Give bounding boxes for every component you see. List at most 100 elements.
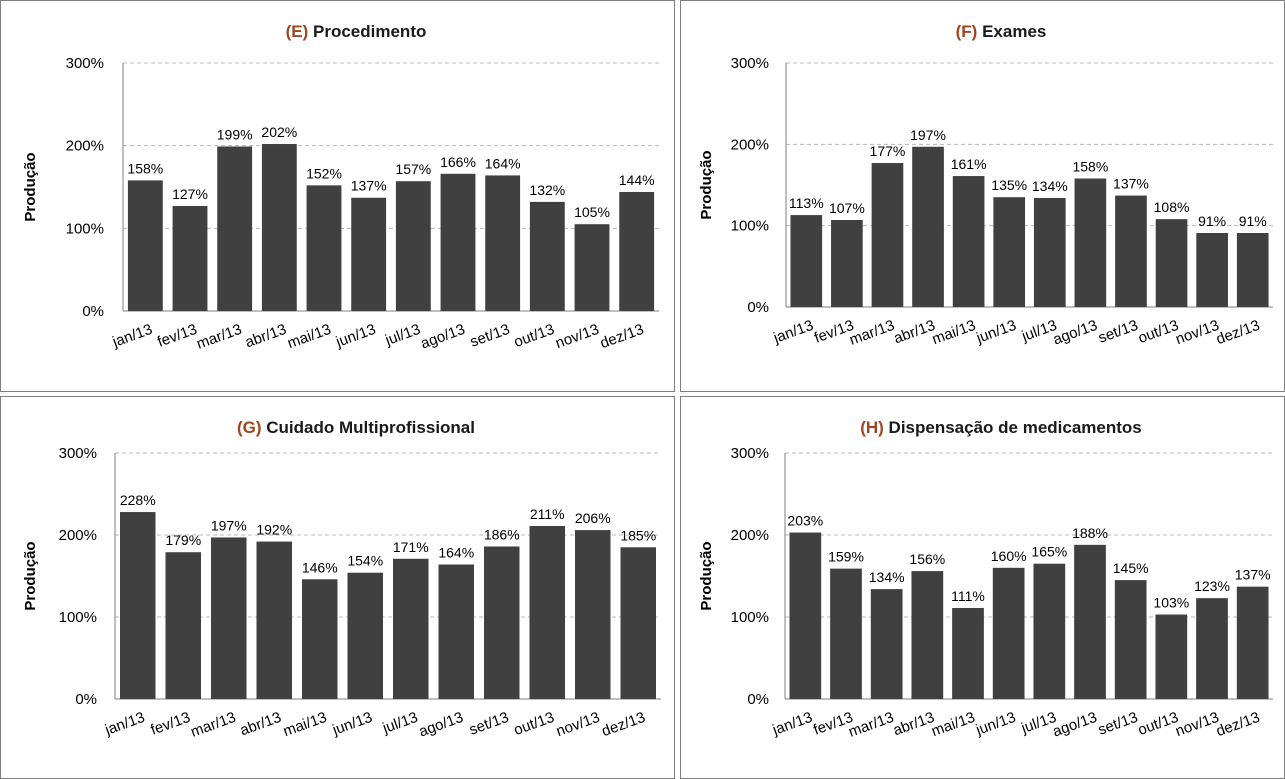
bar <box>574 224 610 311</box>
x-tick-label: set/13 <box>467 709 511 739</box>
x-tick-label: mai/13 <box>930 317 978 348</box>
data-label: 144% <box>619 172 655 188</box>
bar <box>485 175 521 311</box>
data-label: 105% <box>574 204 610 220</box>
y-tick-label: 0% <box>747 691 769 708</box>
bar <box>440 173 476 311</box>
bar <box>1196 232 1228 307</box>
y-tick-label: 200% <box>66 138 104 155</box>
data-label: 171% <box>393 539 429 555</box>
bar <box>1155 614 1188 699</box>
x-tick-label: dez/13 <box>598 321 646 352</box>
data-label: 113% <box>789 195 824 211</box>
x-tick-label: jun/13 <box>333 321 378 351</box>
data-label: 177% <box>870 143 906 159</box>
chart-title-letter: (G) <box>237 418 262 437</box>
bar <box>790 215 823 307</box>
chart-title-letter: (E) <box>286 22 309 41</box>
y-tick-label: 300% <box>59 445 97 462</box>
bar <box>911 571 944 699</box>
chart-title: (G) Cuidado Multiprofissional <box>237 418 475 437</box>
y-tick-label: 0% <box>747 299 769 316</box>
x-tick-label: fev/13 <box>148 709 192 739</box>
data-label: 132% <box>529 182 565 198</box>
data-label: 156% <box>909 551 945 567</box>
x-tick-label: nov/13 <box>553 321 601 352</box>
bar <box>912 146 944 307</box>
y-axis-label: Produção <box>698 541 715 610</box>
data-label: 146% <box>302 559 338 575</box>
x-tick-label: fev/13 <box>155 321 199 351</box>
x-tick-label: mai/13 <box>929 709 977 740</box>
bar <box>619 191 655 311</box>
chart-title: (E) Procedimento <box>286 22 427 41</box>
bar <box>1074 544 1106 699</box>
y-tick-label: 0% <box>75 691 97 708</box>
chart-panel-e: (E) Procedimento 0% 100% 200% 300% Produção 15… <box>0 0 675 392</box>
bar <box>1155 219 1188 307</box>
data-label: 137% <box>1113 176 1149 192</box>
bar <box>120 512 156 699</box>
data-label: 179% <box>165 532 201 548</box>
y-tick-label: 300% <box>731 55 769 72</box>
chart-svg: (H) Dispensação de medicamentos 0% 100% 200… <box>698 418 1273 741</box>
bar <box>830 568 862 699</box>
x-tick-label: ago/13 <box>1050 709 1099 741</box>
bar <box>871 163 904 307</box>
data-label: 166% <box>440 154 476 170</box>
chart-title-text: Cuidado Multiprofissional <box>262 418 475 437</box>
bar <box>1115 195 1147 307</box>
bar <box>306 185 342 311</box>
bar <box>261 144 297 311</box>
bar <box>992 567 1025 699</box>
bar <box>165 552 201 699</box>
x-tick-label: jan/13 <box>110 321 155 351</box>
bar <box>993 197 1026 307</box>
bar <box>1033 198 1066 307</box>
data-label: 203% <box>787 513 823 529</box>
chart-title-text: Exames <box>977 22 1046 41</box>
data-label: 159% <box>828 549 864 565</box>
chart-title: (H) Dispensação de medicamentos <box>860 418 1142 437</box>
data-label: 202% <box>261 124 297 140</box>
x-tick-label: set/13 <box>1096 317 1140 347</box>
x-tick-label: mar/13 <box>847 317 897 349</box>
chart-title-letter: (H) <box>860 418 884 437</box>
bar <box>529 525 565 699</box>
y-tick-label: 100% <box>59 609 97 626</box>
bar <box>217 146 253 311</box>
y-axis-label: Produção <box>698 150 715 219</box>
x-tick-label: jun/13 <box>973 317 1018 347</box>
y-tick-label: 100% <box>731 218 769 235</box>
y-tick-label: 100% <box>66 220 104 237</box>
chart-svg: (F) Exames 0% 100% 200% 300% Produção 113% jan/… <box>698 22 1273 349</box>
bar <box>870 589 903 699</box>
x-tick-label: abr/13 <box>238 709 284 740</box>
bar <box>952 607 984 699</box>
x-tick-label: dez/13 <box>1214 317 1262 348</box>
x-tick-label: set/13 <box>468 321 512 351</box>
x-tick-label: mar/13 <box>194 321 244 353</box>
bar <box>347 572 383 699</box>
y-axis-label: Produção <box>22 541 39 610</box>
data-label: 197% <box>211 517 247 533</box>
data-label: 135% <box>991 177 1027 193</box>
x-tick-label: out/13 <box>512 321 557 351</box>
bar <box>1033 563 1066 699</box>
y-tick-label: 200% <box>731 136 769 153</box>
x-tick-label: out/13 <box>512 709 557 739</box>
x-tick-label: mar/13 <box>846 709 896 741</box>
bar <box>438 564 474 699</box>
x-tick-label: mai/13 <box>281 709 329 740</box>
bar <box>1074 178 1107 307</box>
chart-title-text: Dispensação de medicamentos <box>884 418 1142 437</box>
bar <box>1196 598 1228 699</box>
data-label: 154% <box>347 553 383 569</box>
bar <box>620 547 656 699</box>
data-label: 127% <box>172 186 208 202</box>
data-label: 152% <box>306 165 342 181</box>
x-tick-label: mar/13 <box>188 709 238 741</box>
bar <box>529 201 565 311</box>
y-tick-label: 200% <box>731 527 769 544</box>
data-label: 199% <box>217 126 253 142</box>
